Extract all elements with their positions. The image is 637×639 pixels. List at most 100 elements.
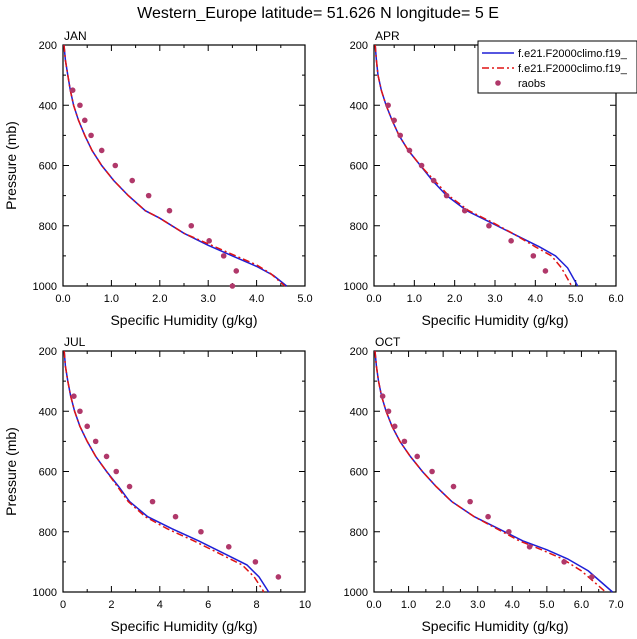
raobs-point <box>467 498 473 505</box>
figure-title: Western_Europe latitude= 51.626 N longit… <box>137 5 499 22</box>
raobs-point <box>486 222 492 229</box>
y-tick-label: 800 <box>350 527 368 539</box>
raobs-point <box>172 513 179 520</box>
raobs-point <box>443 192 450 199</box>
raobs-point <box>385 102 391 109</box>
y-tick-label: 600 <box>350 161 368 173</box>
raobs-point <box>275 574 282 580</box>
x-tick-label: 4 <box>157 599 163 611</box>
raobs-point <box>198 528 204 535</box>
raobs-point <box>508 238 514 244</box>
legend-swatch-dot <box>495 80 501 86</box>
x-axis-title: Specific Humidity (g/kg) <box>110 618 257 634</box>
raobs-point <box>385 408 392 415</box>
x-axis-title: Specific Humidity (g/kg) <box>110 312 257 328</box>
raobs-point <box>233 268 240 274</box>
x-tick-label: 4.0 <box>249 293 264 305</box>
raobs-point <box>401 438 408 445</box>
legend-entry: f.e21.F2000climo.f19_ <box>482 63 628 75</box>
raobs-point <box>397 132 404 139</box>
panel-oct: OCT 0.0 1.0 2.0 3.0 4.0 5.0 6.0 7.0 200 400 600 800 1… <box>344 335 624 634</box>
raobs-point <box>379 393 386 399</box>
x-tick-label: 3.0 <box>470 599 485 611</box>
x-tick-label: 0.0 <box>55 293 70 305</box>
raobs-point <box>84 423 90 430</box>
raobs-point <box>391 423 398 430</box>
x-axis-title: Specific Humidity (g/kg) <box>421 618 568 634</box>
x-tick-label: 2 <box>108 599 114 611</box>
raobs-point <box>450 483 457 490</box>
plot-frame <box>62 350 306 593</box>
raobs-point <box>77 408 83 415</box>
raobs-point <box>88 132 94 139</box>
y-tick-label: 400 <box>39 100 57 112</box>
x-tick-label: 8 <box>254 599 260 611</box>
raobs-point <box>145 192 152 199</box>
y-tick-label: 400 <box>350 100 368 112</box>
raobs-point <box>71 393 77 399</box>
y-tick-label: 1000 <box>33 587 57 599</box>
x-tick-label: 2.0 <box>447 293 462 305</box>
series-line-dashed <box>63 44 286 287</box>
raobs-point <box>92 438 99 445</box>
y-tick-label: 600 <box>39 161 57 173</box>
panel-label: JUL <box>64 335 86 349</box>
series-line-solid <box>63 350 270 593</box>
y-tick-label: 600 <box>350 467 368 479</box>
raobs-point <box>414 453 421 460</box>
legend-label: raobs <box>518 78 546 90</box>
panel-label: JAN <box>64 29 87 43</box>
raobs-point <box>103 453 110 460</box>
x-tick-label: 4.0 <box>505 599 520 611</box>
y-tick-label: 400 <box>350 406 368 418</box>
y-axis-title: Pressure (mb) <box>3 427 19 516</box>
series-line-solid <box>374 350 613 593</box>
raobs-point <box>206 238 212 244</box>
legend: f.e21.F2000climo.f19_ f.e21.F2000climo.f1… <box>477 40 637 94</box>
raobs-point <box>430 177 437 184</box>
panel-jul: JUL 0 2 4 6 8 10 200 400 600 800 1000 Specific Humid… <box>3 335 311 634</box>
y-tick-label: 200 <box>39 346 57 358</box>
x-tick-label: 5.0 <box>539 599 554 611</box>
series-line-dashed <box>63 350 265 593</box>
raobs-point <box>81 117 88 124</box>
x-tick-label: 6 <box>205 599 211 611</box>
x-tick-label: 1.0 <box>104 293 119 305</box>
x-tick-label: 1.0 <box>407 293 422 305</box>
y-tick-label: 400 <box>39 406 57 418</box>
y-tick-label: 200 <box>350 346 368 358</box>
x-tick-label: 0.0 <box>366 599 381 611</box>
raobs-point <box>485 513 491 520</box>
raobs-point <box>589 574 595 580</box>
raobs-point <box>506 528 512 535</box>
x-tick-label: 4.0 <box>528 293 543 305</box>
y-tick-label: 800 <box>39 527 57 539</box>
plot-frame <box>373 350 617 593</box>
raobs-point <box>229 283 236 289</box>
raobs-point <box>129 177 136 184</box>
series-line-dashed <box>374 44 573 287</box>
series-line-solid <box>63 44 288 287</box>
y-tick-label: 200 <box>39 40 57 52</box>
raobs-point <box>113 468 120 475</box>
x-tick-label: 0 <box>60 599 66 611</box>
panels-group: JAN 0.0 1.0 2.0 3.0 4.0 5.0 200 400 600 800 1000 Spe… <box>3 29 624 634</box>
raobs-point <box>149 498 156 505</box>
raobs-point <box>225 544 232 550</box>
y-tick-label: 1000 <box>344 281 368 293</box>
panel-label: APR <box>375 29 400 43</box>
x-tick-label: 3.0 <box>201 293 216 305</box>
raobs-point <box>391 117 397 124</box>
raobs-point <box>166 207 173 214</box>
raobs-point <box>542 268 549 274</box>
legend-entry: f.e21.F2000climo.f19_ <box>482 48 628 60</box>
raobs-point <box>418 162 425 169</box>
raobs-point <box>429 468 435 475</box>
x-tick-label: 5.0 <box>568 293 583 305</box>
raobs-point <box>406 147 413 154</box>
raobs-point <box>98 147 105 154</box>
x-tick-label: 6.0 <box>608 293 623 305</box>
raobs-point <box>69 87 76 93</box>
panel-jan: JAN 0.0 1.0 2.0 3.0 4.0 5.0 200 400 600 800 1000 Spe… <box>3 29 313 328</box>
